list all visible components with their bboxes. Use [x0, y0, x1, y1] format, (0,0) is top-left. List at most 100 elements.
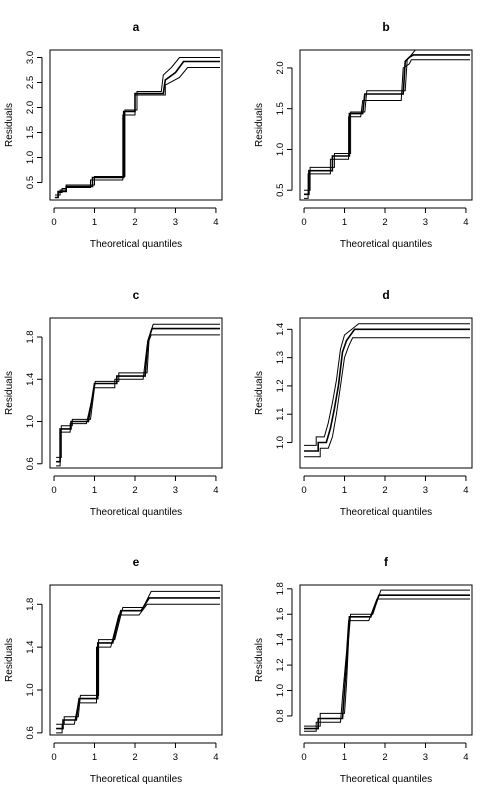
x-tick-label: 4 — [463, 752, 468, 763]
y-tick-label: 1.5 — [25, 126, 36, 139]
y-tick-label: 0.8 — [275, 709, 286, 722]
plot-frame — [299, 317, 473, 469]
chart-title: b — [382, 20, 389, 34]
y-tick-label: 1.5 — [275, 102, 286, 115]
series-line-1 — [304, 337, 470, 458]
y-tick-label: 1.2 — [275, 658, 286, 671]
y-tick-label: 1.4 — [25, 641, 36, 654]
chart-title: d — [382, 288, 389, 302]
y-axis-label: Residuals — [254, 638, 265, 682]
y-tick-label: 1.0 — [275, 143, 286, 156]
series-line-2 — [56, 597, 220, 730]
chart-title: c — [133, 288, 140, 302]
x-tick-label: 3 — [423, 217, 428, 228]
x-tick-label: 3 — [423, 485, 428, 496]
plot-frame — [299, 584, 473, 736]
series-line-3 — [56, 590, 220, 725]
y-tick-label: 0.5 — [25, 176, 36, 189]
series-line-1 — [56, 603, 220, 734]
y-tick-label: 0.6 — [25, 457, 36, 470]
y-tick-label: 1.6 — [275, 608, 286, 621]
chart-panel-a: a 0 1 2 3 4 0.5 1.0 1.5 2.0 2.5 3.0 Theoretical quan… — [4, 20, 223, 250]
y-tick-label: 1.0 — [25, 683, 36, 696]
x-tick-label: 4 — [463, 485, 468, 496]
x-axis-label: Theoretical quantiles — [90, 507, 182, 518]
series-line-3 — [54, 57, 220, 196]
y-tick-label: 1.8 — [25, 598, 36, 611]
x-tick-label: 1 — [342, 485, 347, 496]
series-line-2 — [304, 54, 470, 196]
x-axis-label: Theoretical quantiles — [340, 239, 432, 250]
x-tick-label: 0 — [51, 485, 56, 496]
y-tick-label: 0.5 — [275, 184, 286, 197]
x-axis-label: Theoretical quantiles — [90, 239, 182, 250]
series-line-1 — [304, 598, 470, 732]
y-tick-label: 2.0 — [25, 101, 36, 114]
plot-frame — [49, 584, 223, 736]
x-tick-label: 2 — [382, 485, 387, 496]
y-tick-label: 1.1 — [275, 408, 286, 421]
x-tick-label: 2 — [132, 752, 137, 763]
y-tick-label: 3.0 — [25, 51, 36, 64]
series-line-2 — [54, 60, 220, 199]
y-tick-label: 1.4 — [275, 323, 286, 336]
chart-panel-c: c 0 1 2 3 4 0.6 1.0 1.4 1.8 Theoretical quantiles R… — [4, 288, 223, 518]
y-tick-label: 1.4 — [275, 633, 286, 646]
chart-panels: a 0 1 2 3 4 0.5 1.0 1.5 2.0 2.5 3.0 Theoretical quan… — [4, 20, 473, 785]
y-tick-label: 1.0 — [25, 415, 36, 428]
y-axis-label: Residuals — [4, 371, 15, 415]
x-tick-label: 2 — [132, 485, 137, 496]
series-line-1 — [56, 334, 220, 467]
y-tick-label: 1.4 — [25, 373, 36, 386]
x-tick-label: 0 — [301, 217, 306, 228]
x-tick-label: 3 — [423, 752, 428, 763]
series-line-3 — [304, 49, 470, 191]
x-tick-label: 4 — [213, 485, 218, 496]
y-tick-label: 2.0 — [275, 61, 286, 74]
x-tick-label: 3 — [173, 485, 178, 496]
y-tick-label: 1.0 — [275, 684, 286, 697]
plot-frame — [49, 49, 223, 201]
plot-frame — [49, 317, 223, 469]
x-tick-label: 0 — [301, 485, 306, 496]
x-tick-label: 4 — [463, 217, 468, 228]
y-axis-label: Residuals — [4, 638, 15, 682]
series-line-3 — [304, 323, 470, 446]
chart-title: f — [384, 555, 389, 569]
series-line-2 — [56, 327, 220, 463]
plot-frame — [299, 49, 473, 201]
y-tick-label: 1.8 — [25, 330, 36, 343]
series-line-3 — [304, 589, 470, 727]
y-tick-label: 1.0 — [275, 436, 286, 449]
chart-panel-b: b 0 1 2 3 4 0.5 1.0 1.5 2.0 Theoretical quantiles R… — [254, 20, 473, 250]
series-line-1 — [304, 59, 470, 199]
x-tick-label: 1 — [342, 217, 347, 228]
x-tick-label: 0 — [51, 217, 56, 228]
x-tick-label: 2 — [382, 752, 387, 763]
x-tick-label: 0 — [301, 752, 306, 763]
chart-panel-e: e 0 1 2 3 4 0.6 1.0 1.4 1.8 Theoretical quantiles R… — [4, 555, 223, 785]
x-tick-label: 1 — [92, 752, 97, 763]
x-tick-label: 1 — [92, 217, 97, 228]
series-line-3 — [56, 323, 220, 458]
x-tick-label: 2 — [132, 217, 137, 228]
y-tick-label: 1.2 — [275, 379, 286, 392]
y-axis-label: Residuals — [254, 103, 265, 147]
chart-title: e — [133, 555, 140, 569]
y-tick-label: 0.6 — [25, 726, 36, 739]
x-tick-label: 1 — [342, 752, 347, 763]
chart-panel-f: f 0 1 2 3 4 0.8 1.0 1.2 1.4 1.6 1.8 Theoretical quan… — [254, 555, 473, 785]
series-line-2 — [304, 594, 470, 730]
y-tick-label: 1.8 — [275, 582, 286, 595]
chart-title: a — [133, 20, 140, 34]
x-axis-label: Theoretical quantiles — [90, 774, 182, 785]
x-axis-label: Theoretical quantiles — [340, 774, 432, 785]
series-line-2 — [304, 328, 470, 452]
x-tick-label: 2 — [382, 217, 387, 228]
x-tick-label: 3 — [173, 752, 178, 763]
x-axis-label: Theoretical quantiles — [340, 507, 432, 518]
x-tick-label: 4 — [213, 752, 218, 763]
x-tick-label: 3 — [173, 217, 178, 228]
x-tick-label: 1 — [92, 485, 97, 496]
chart-panel-d: d 0 1 2 3 4 1.0 1.1 1.2 1.3 1.4 Theoretical quantil… — [254, 288, 473, 518]
